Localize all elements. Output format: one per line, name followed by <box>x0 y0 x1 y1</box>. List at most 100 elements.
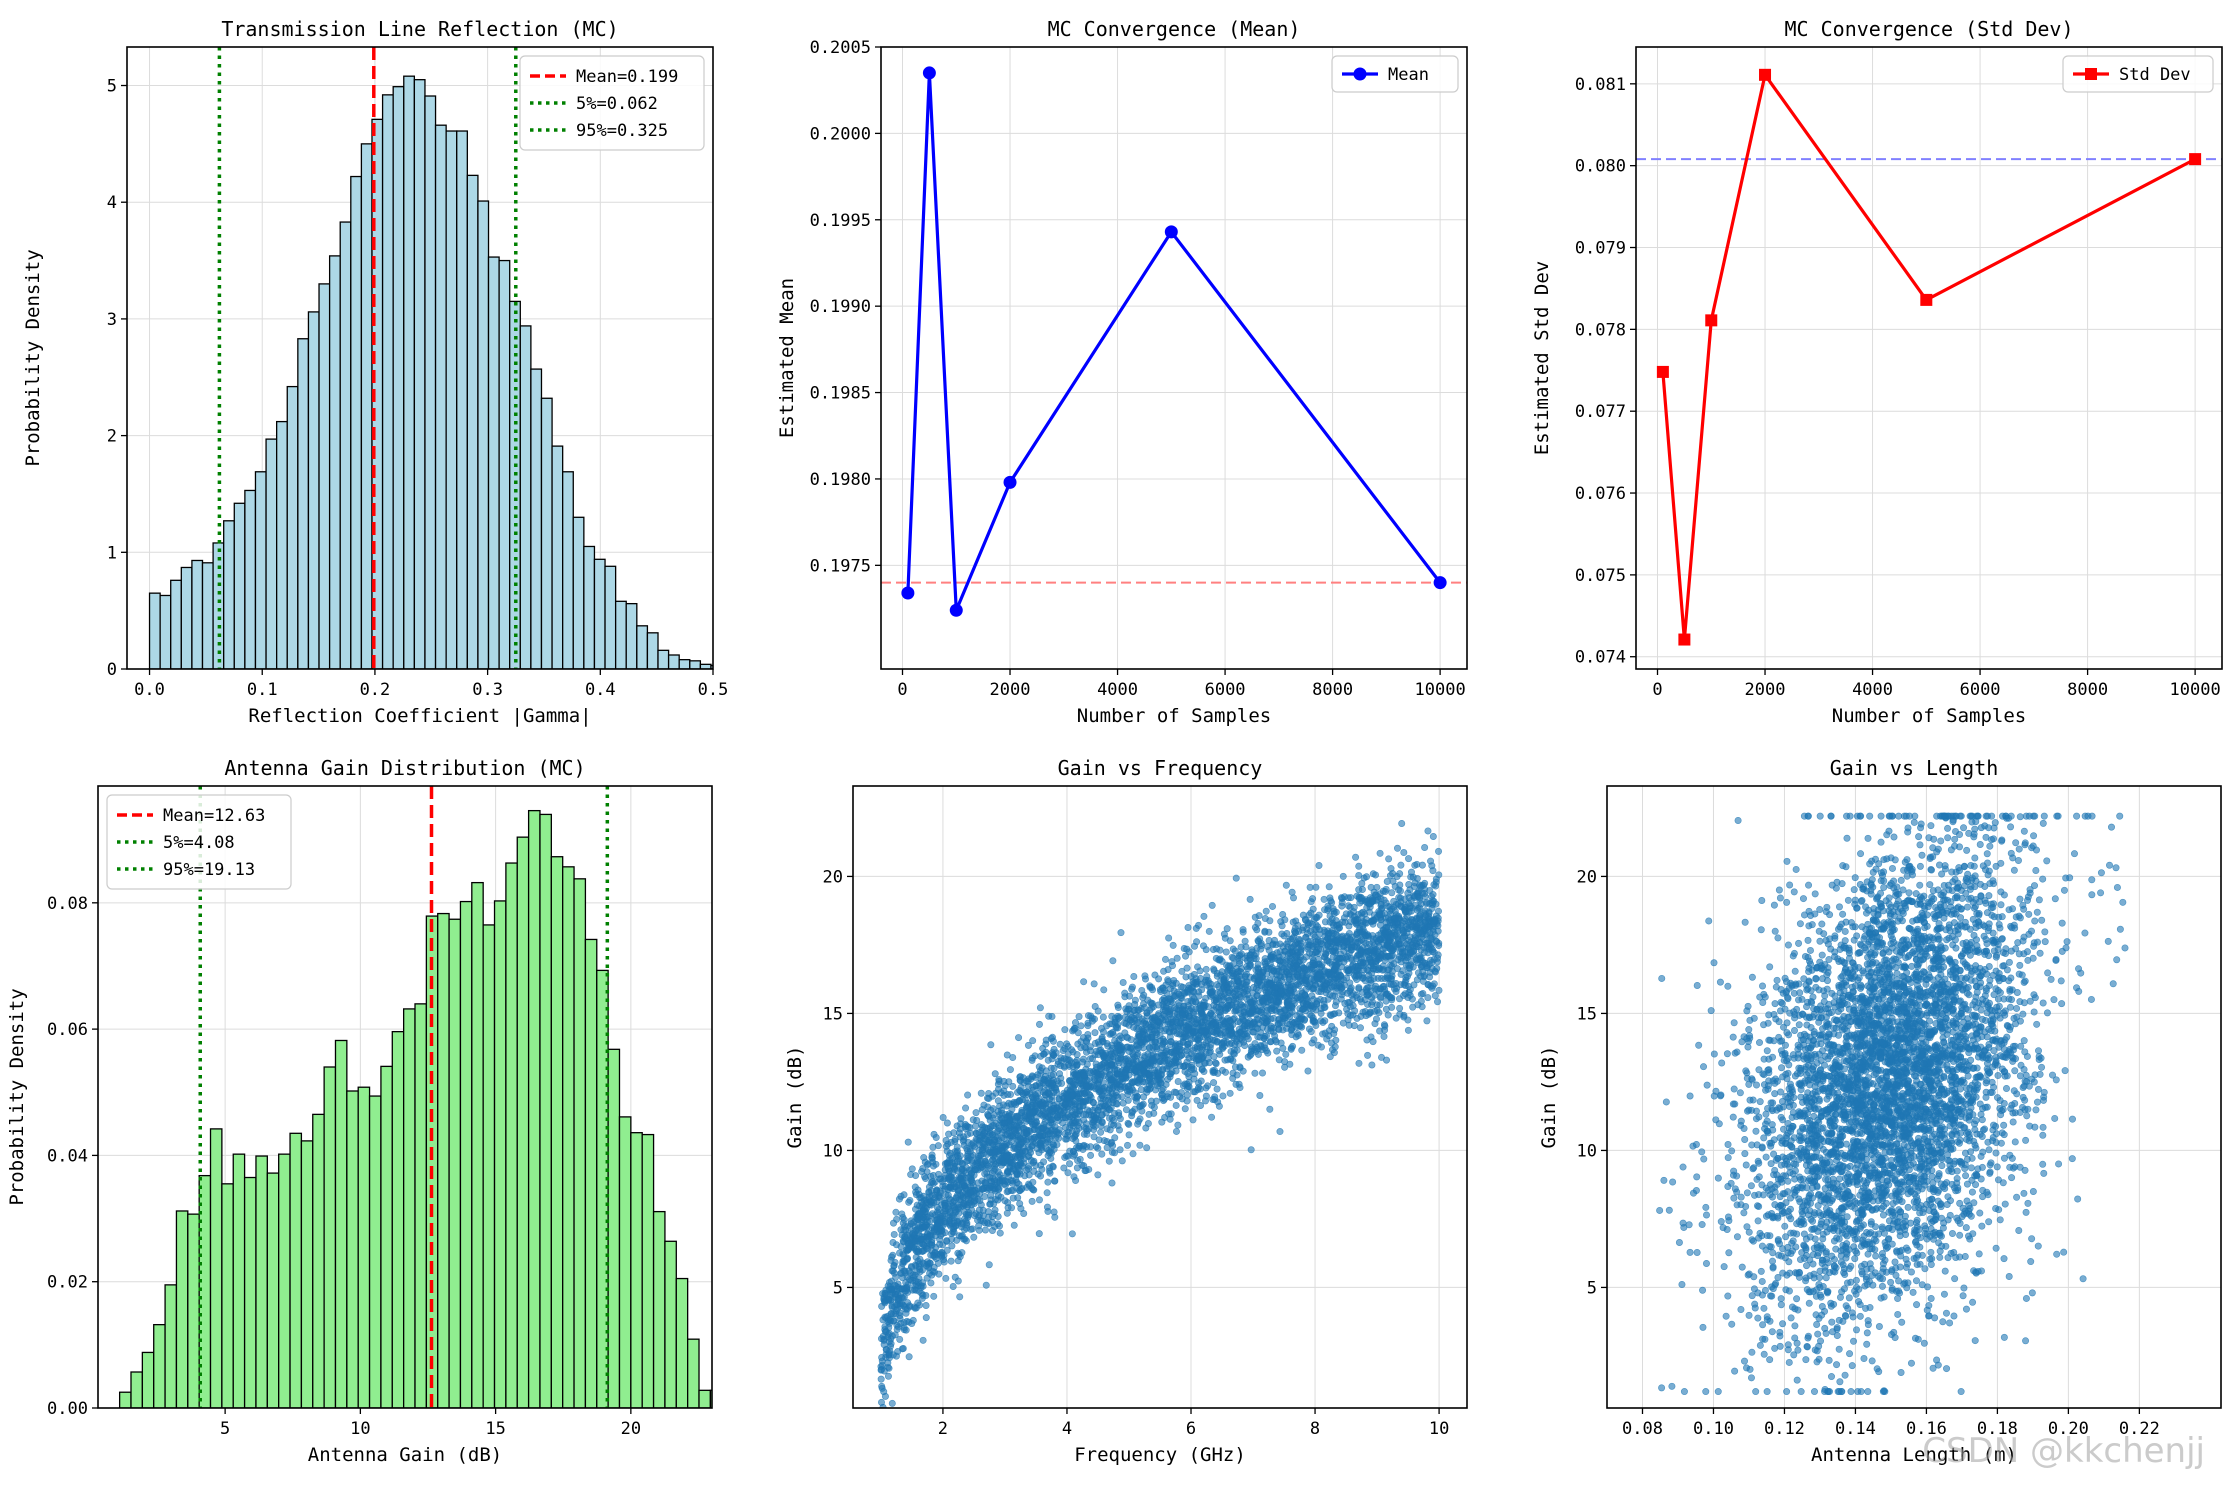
histogram-bar <box>516 836 530 1408</box>
histogram-bar <box>689 660 702 669</box>
scatter-point <box>1309 1014 1317 1022</box>
scatter-point <box>1393 872 1401 880</box>
scatter-point <box>1305 911 1313 919</box>
histogram-bar <box>232 1153 246 1408</box>
scatter-point <box>1094 1007 1102 1015</box>
scatter-point <box>948 1242 956 1250</box>
histogram-bar <box>573 878 587 1408</box>
histogram-bar <box>414 1003 428 1408</box>
scatter-point <box>1294 994 1302 1002</box>
plot-area <box>881 66 1467 617</box>
scatter-point <box>1003 1188 1011 1196</box>
histogram-bar <box>209 1128 223 1408</box>
histogram-bar <box>380 1065 393 1408</box>
scatter-point <box>887 1340 895 1348</box>
scatter-point <box>1246 895 1254 903</box>
scatter-point <box>1053 1089 1061 1097</box>
scatter-point <box>1275 1056 1283 1064</box>
x-tick-label: 10000 <box>1415 680 1466 700</box>
scatter-point <box>1208 901 1216 909</box>
x-tick-label: 8000 <box>2067 680 2108 700</box>
scatter-point <box>1296 975 1304 983</box>
scatter-point <box>1103 1137 1111 1145</box>
histogram-bar <box>466 174 479 669</box>
histogram-bar <box>722 1395 733 1408</box>
scatter-point <box>919 1164 927 1172</box>
data-point <box>1705 314 1718 327</box>
scatter-point <box>1097 1128 1105 1136</box>
scatter-point <box>1237 965 1245 973</box>
histogram-bar <box>572 516 585 669</box>
scatter-point <box>1009 1082 1017 1090</box>
histogram-bar <box>339 221 352 669</box>
y-tick-label: 0.080 <box>1575 157 1626 177</box>
x-tick-label: 0.2 <box>360 680 391 700</box>
scatter-point <box>1028 1197 1036 1205</box>
histogram-bar <box>722 667 733 669</box>
scatter-point <box>1200 912 1208 920</box>
scatter-point <box>1308 985 1316 993</box>
scatter-point <box>1070 1173 1078 1181</box>
scatter-point <box>1172 1127 1180 1135</box>
scatter-point <box>1421 907 1429 915</box>
scatter-point <box>1170 976 1178 984</box>
scatter-point <box>959 1137 967 1145</box>
scatter-point <box>1223 925 1231 933</box>
scatter-point <box>1202 965 1210 973</box>
scatter-point <box>972 1122 980 1130</box>
x-tick-label: 2000 <box>1745 680 1786 700</box>
scatter-point <box>1399 929 1407 937</box>
scatter-point <box>1346 1003 1354 1011</box>
scatter-point <box>906 1223 914 1231</box>
histogram-bar <box>402 1008 416 1408</box>
scatter-point <box>1297 939 1305 947</box>
scatter-point <box>1393 984 1401 992</box>
scatter-point <box>1407 948 1415 956</box>
scatter-point <box>1114 1079 1122 1087</box>
scatter-point <box>927 1201 935 1209</box>
scatter-point <box>894 1297 902 1305</box>
y-tick-label: 0.2005 <box>810 38 871 58</box>
scatter-point <box>1074 1157 1082 1165</box>
scatter-point <box>962 1104 970 1112</box>
scatter-point <box>952 1208 960 1216</box>
scatter-point <box>1309 1005 1317 1013</box>
scatter-point <box>1133 1094 1141 1102</box>
x-tick-label: 0 <box>897 680 907 700</box>
scatter-point <box>1229 972 1237 980</box>
scatter-point <box>1236 1064 1244 1072</box>
scatter-point <box>981 1226 989 1234</box>
scatter-point <box>1273 1047 1281 1055</box>
scatter-point <box>1362 896 1370 904</box>
histogram-bar <box>636 625 649 669</box>
scatter-point <box>1301 992 1309 1000</box>
histogram-bar <box>493 900 507 1408</box>
scatter-point <box>912 1172 920 1180</box>
scatter-point <box>1172 1101 1180 1109</box>
histogram-bar <box>593 558 606 669</box>
scatter-point <box>1087 1151 1095 1159</box>
scatter-point <box>1383 877 1391 885</box>
scatter-point <box>1393 844 1401 852</box>
scatter-point <box>1050 1208 1058 1216</box>
scatter-point <box>1010 1221 1018 1229</box>
scatter-point <box>1418 930 1426 938</box>
scatter-point <box>908 1320 916 1328</box>
scatter-point <box>1397 945 1405 953</box>
scatter-point <box>938 1178 946 1186</box>
scatter-point <box>939 1114 947 1122</box>
scatter-point <box>984 1208 992 1216</box>
scatter-point <box>1331 1043 1339 1051</box>
scatter-point <box>1423 1017 1431 1025</box>
scatter-point <box>1181 1105 1189 1113</box>
scatter-point <box>934 1142 942 1150</box>
histogram-bar <box>487 256 500 669</box>
x-axis-label: Number of Samples <box>1077 705 1271 727</box>
histogram-bar <box>175 1210 189 1408</box>
scatter-point <box>1364 1051 1372 1059</box>
histogram-bar <box>641 1133 655 1408</box>
x-tick-label: 4000 <box>1097 680 1138 700</box>
